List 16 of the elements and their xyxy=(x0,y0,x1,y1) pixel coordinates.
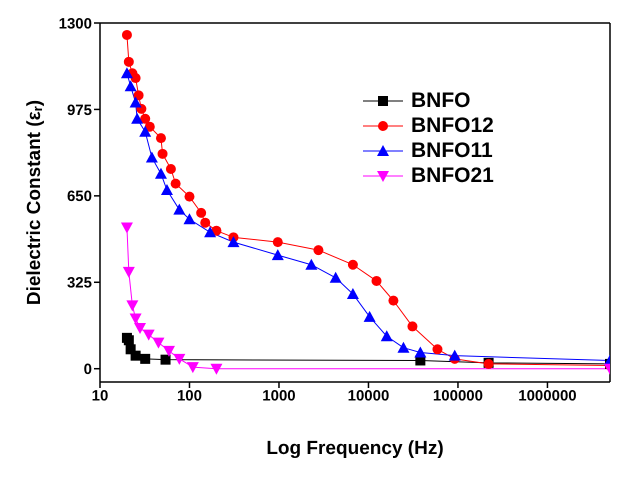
legend-label: BNFO21 xyxy=(411,164,494,187)
y-tick-label: 0 xyxy=(84,361,92,378)
x-tick-label: 100000 xyxy=(432,388,483,405)
y-tick-label: 1300 xyxy=(58,15,92,32)
x-tick-label: 100 xyxy=(176,388,202,405)
y-tick-label: 650 xyxy=(66,188,92,206)
x-tick-label: 10000 xyxy=(348,388,390,405)
x-tick-label: 1000 xyxy=(262,388,296,405)
y-tick-label: 325 xyxy=(66,274,92,292)
legend-label: BNFO xyxy=(411,89,470,112)
x-tick-label: 1000000 xyxy=(518,388,577,405)
legend-label: BNFO11 xyxy=(411,139,493,162)
x-tick-label: 10 xyxy=(92,388,108,405)
x-axis-title: Log Frequency (Hz) xyxy=(266,438,444,459)
legend-label: BNFO12 xyxy=(411,114,494,137)
y-tick-label: 975 xyxy=(66,102,92,119)
